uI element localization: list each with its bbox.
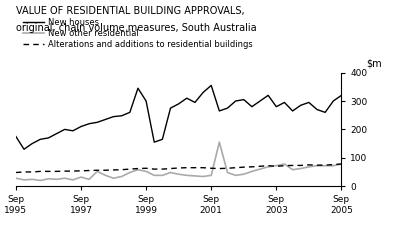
Legend: New houses, New other residential, Alterations and additions to residential buil: New houses, New other residential, Alter… <box>20 14 256 52</box>
Text: $m: $m <box>366 58 382 68</box>
Text: VALUE OF RESIDENTIAL BUILDING APPROVALS,: VALUE OF RESIDENTIAL BUILDING APPROVALS, <box>16 6 245 16</box>
Text: original, chain volume measures, South Australia: original, chain volume measures, South A… <box>16 23 256 33</box>
